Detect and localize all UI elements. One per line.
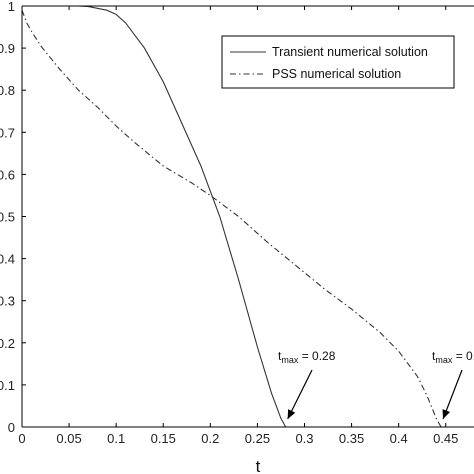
- legend-box: [221, 35, 455, 89]
- y-tick-label: 0.7: [0, 125, 15, 140]
- legend-label: PSS numerical solution: [272, 67, 401, 81]
- y-tick-label: 0.6: [0, 167, 15, 182]
- annotation-arrow-shaft: [287, 369, 313, 420]
- x-tick-label: 0.45: [433, 431, 458, 446]
- y-tick-label: 0.4: [0, 252, 15, 267]
- x-tick-label: 0.2: [201, 431, 219, 446]
- y-tick-label: 0.3: [0, 294, 15, 309]
- x-tick-label: 0: [18, 431, 25, 446]
- x-tick-label: 0.1: [107, 431, 125, 446]
- x-tick-label: 0.15: [151, 431, 176, 446]
- axes-layer: 0 0.05 0.1 0.15 0.2 0.25 0.3 0.35 0.4 0.45 0 0.1 0.2…: [0, 0, 474, 446]
- x-axis-title: t: [256, 457, 261, 474]
- annotation-arrow-head: [442, 409, 451, 419]
- y-tick-label: 1: [8, 0, 15, 14]
- x-tick-label: 0.35: [339, 431, 364, 446]
- annotation-label: tmax = 0.445: [432, 349, 474, 365]
- annotation-arrow-head: [287, 409, 296, 419]
- annotation-layer: tmax = 0.28 tmax = 0.445: [278, 349, 474, 420]
- legend-label: Transient numerical solution: [272, 45, 428, 59]
- series-line-pss: [21, 10, 442, 428]
- y-tick-label: 0: [8, 420, 15, 435]
- y-tick-label: 0.5: [0, 210, 15, 225]
- x-tick-label: 0.05: [56, 431, 81, 446]
- x-tick-label: 0.25: [245, 431, 270, 446]
- y-tick-label: 0.2: [0, 336, 15, 351]
- annotation-label: tmax = 0.28: [278, 349, 336, 365]
- legend: Transient numerical solution PSS numerica…: [221, 35, 455, 89]
- x-tick-label: 0.3: [295, 431, 313, 446]
- x-tick-label: 0.4: [390, 431, 408, 446]
- y-tick-label: 0.1: [0, 378, 15, 393]
- y-tick-label: 0.9: [0, 41, 15, 56]
- y-tick-label: 0.8: [0, 83, 15, 98]
